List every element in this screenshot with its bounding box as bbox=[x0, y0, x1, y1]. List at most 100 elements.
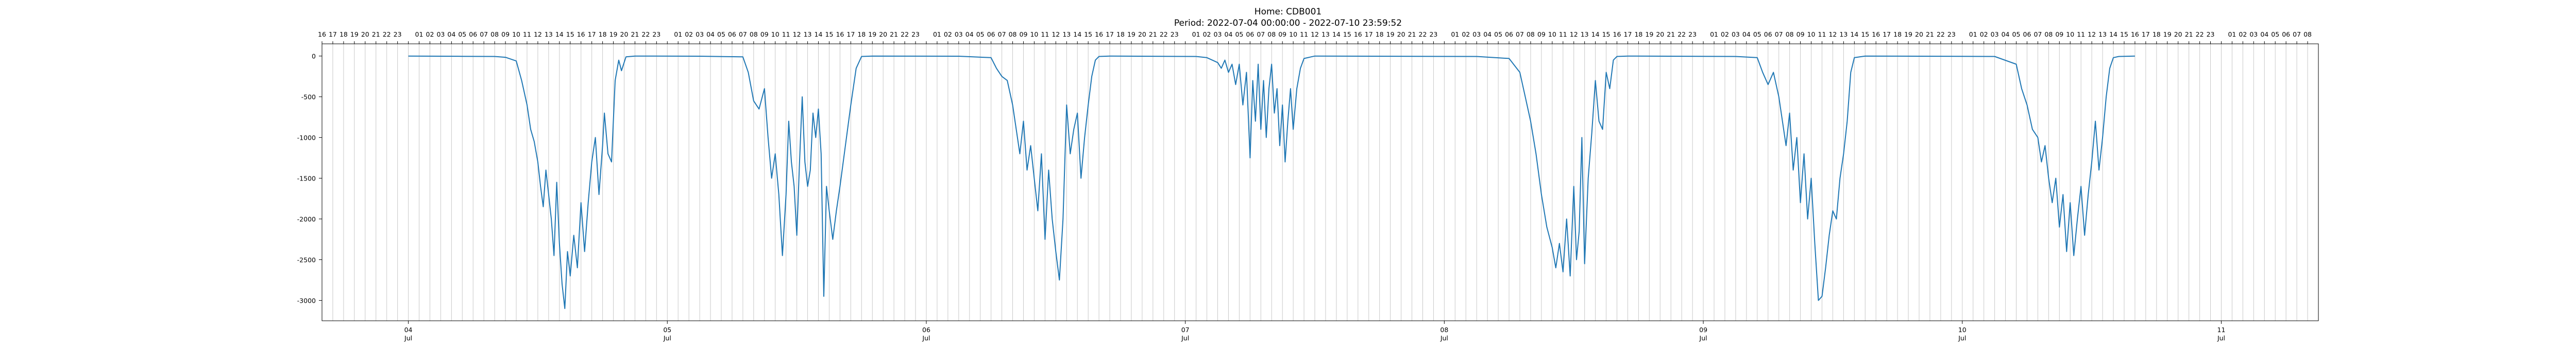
top-hour-label: 13 bbox=[1062, 30, 1071, 38]
top-hour-label: 10 bbox=[512, 30, 520, 38]
top-hour-label: 23 bbox=[1429, 30, 1437, 38]
top-hour-label: 02 bbox=[426, 30, 434, 38]
top-hour-label: 22 bbox=[1160, 30, 1168, 38]
top-hour-label: 12 bbox=[1570, 30, 1578, 38]
top-hour-label: 10 bbox=[2066, 30, 2074, 38]
top-hour-label: 01 bbox=[1710, 30, 1718, 38]
top-hour-label: 19 bbox=[868, 30, 876, 38]
top-hour-label: 23 bbox=[1947, 30, 1956, 38]
y-tick-label: -2000 bbox=[297, 216, 316, 223]
top-hour-label: 07 bbox=[2293, 30, 2301, 38]
top-hour-label: 06 bbox=[2023, 30, 2031, 38]
top-hour-label: 06 bbox=[1505, 30, 1513, 38]
top-hour-label: 04 bbox=[965, 30, 974, 38]
top-hour-label: 14 bbox=[2109, 30, 2117, 38]
top-hour-label: 17 bbox=[588, 30, 596, 38]
chart-subtitle: Period: 2022-07-04 00:00:00 - 2022-07-10… bbox=[1174, 18, 1402, 28]
top-hour-label: 20 bbox=[1138, 30, 1146, 38]
top-hour-label: 14 bbox=[1073, 30, 1081, 38]
top-hour-label: 02 bbox=[944, 30, 952, 38]
top-hour-label: 03 bbox=[1732, 30, 1740, 38]
top-hour-label: 08 bbox=[1527, 30, 1535, 38]
top-hour-label: 06 bbox=[1246, 30, 1254, 38]
top-hour-label: 23 bbox=[652, 30, 660, 38]
top-hour-label: 17 bbox=[1365, 30, 1373, 38]
top-hour-label: 08 bbox=[1009, 30, 1017, 38]
x-tick-label-day: 07 bbox=[1181, 326, 1190, 334]
top-hour-label: 07 bbox=[1516, 30, 1524, 38]
top-hour-label: 19 bbox=[1904, 30, 1912, 38]
top-hour-label: 22 bbox=[901, 30, 909, 38]
top-hour-label: 07 bbox=[1257, 30, 1265, 38]
top-hour-label: 19 bbox=[1645, 30, 1653, 38]
top-hour-label: 09 bbox=[1537, 30, 1546, 38]
top-hour-label: 13 bbox=[1321, 30, 1330, 38]
top-hour-label: 15 bbox=[1861, 30, 1869, 38]
top-hour-label: 07 bbox=[739, 30, 747, 38]
top-hour-label: 12 bbox=[2088, 30, 2096, 38]
top-hour-label: 01 bbox=[674, 30, 682, 38]
x-tick-label-day: 09 bbox=[1699, 326, 1707, 334]
top-hour-label: 23 bbox=[1171, 30, 1179, 38]
top-hour-label: 14 bbox=[1850, 30, 1858, 38]
top-hour-label: 03 bbox=[1214, 30, 1222, 38]
top-hour-label: 08 bbox=[1786, 30, 1794, 38]
top-hour-label: 11 bbox=[1300, 30, 1308, 38]
top-hour-label: 23 bbox=[1688, 30, 1697, 38]
y-tick-label: -500 bbox=[301, 93, 316, 101]
top-hour-label: 21 bbox=[1149, 30, 1157, 38]
top-hour-label: 14 bbox=[555, 30, 564, 38]
top-hour-label: 04 bbox=[1225, 30, 1233, 38]
top-hour-label: 11 bbox=[1559, 30, 1567, 38]
top-hour-label: 09 bbox=[2055, 30, 2063, 38]
x-tick-label-month: Jul bbox=[1181, 334, 1189, 342]
top-hour-label: 16 bbox=[1095, 30, 1103, 38]
top-hour-label: 22 bbox=[1937, 30, 1945, 38]
y-tick-label: 0 bbox=[312, 53, 316, 60]
series-line bbox=[408, 55, 2135, 309]
top-hour-label: 17 bbox=[1106, 30, 1114, 38]
y-axis: 0 -500 -1000 -1500 -2000 -2500 -3000 bbox=[297, 53, 322, 305]
top-hour-label: 09 bbox=[1797, 30, 1805, 38]
top-hour-label: 15 bbox=[1084, 30, 1092, 38]
top-hour-label: 05 bbox=[1494, 30, 1502, 38]
top-hour-label: 16 bbox=[836, 30, 844, 38]
top-hour-label: 13 bbox=[804, 30, 812, 38]
top-hour-label: 21 bbox=[1926, 30, 1934, 38]
top-hour-label: 01 bbox=[933, 30, 941, 38]
top-hour-label: 14 bbox=[815, 30, 823, 38]
top-hour-label: 05 bbox=[1753, 30, 1761, 38]
top-hour-label: 02 bbox=[1203, 30, 1211, 38]
top-hour-label: 01 bbox=[1451, 30, 1459, 38]
top-hour-label: 05 bbox=[1235, 30, 1243, 38]
top-hour-label: 09 bbox=[501, 30, 510, 38]
top-hour-label: 18 bbox=[599, 30, 607, 38]
top-hour-label: 18 bbox=[857, 30, 866, 38]
top-hour-label: 11 bbox=[2077, 30, 2085, 38]
top-hour-label: 15 bbox=[566, 30, 574, 38]
top-hour-label: 11 bbox=[1041, 30, 1049, 38]
top-hour-label: 20 bbox=[1915, 30, 1923, 38]
top-hour-label: 12 bbox=[1311, 30, 1319, 38]
top-hour-label: 10 bbox=[1289, 30, 1297, 38]
top-hour-label: 08 bbox=[2044, 30, 2053, 38]
top-hour-label: 23 bbox=[911, 30, 920, 38]
top-hour-label: 03 bbox=[2249, 30, 2258, 38]
top-hour-label: 04 bbox=[2260, 30, 2268, 38]
top-hour-label: 23 bbox=[2207, 30, 2215, 38]
top-hour-label: 02 bbox=[1980, 30, 1988, 38]
top-hour-label: 07 bbox=[2033, 30, 2042, 38]
top-hour-label: 04 bbox=[447, 30, 455, 38]
top-hour-label: 18 bbox=[1893, 30, 1902, 38]
top-hour-label: 06 bbox=[987, 30, 995, 38]
top-hour-label: 20 bbox=[361, 30, 369, 38]
top-hour-label: 19 bbox=[2163, 30, 2172, 38]
top-hour-label: 18 bbox=[1634, 30, 1642, 38]
x-axis-top: 16 17 18 19 20 21 22 23 01 02 03 04 05 06 07 08 09 10 11 12… bbox=[318, 30, 2312, 44]
top-hour-label: 19 bbox=[1386, 30, 1395, 38]
top-hour-label: 21 bbox=[2185, 30, 2193, 38]
top-hour-label: 19 bbox=[609, 30, 618, 38]
top-hour-label: 03 bbox=[436, 30, 445, 38]
top-hour-label: 08 bbox=[1267, 30, 1276, 38]
